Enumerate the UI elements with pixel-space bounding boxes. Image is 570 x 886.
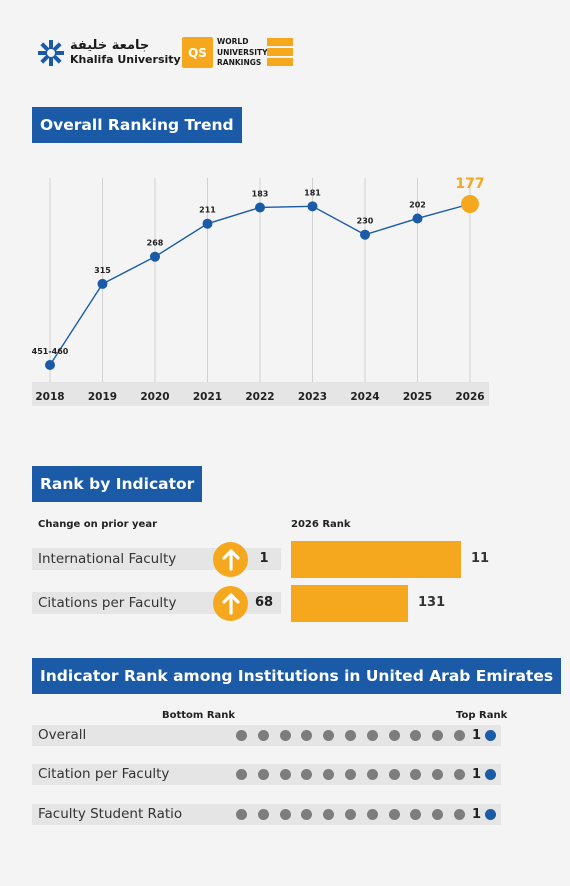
arrow-up-icon bbox=[213, 586, 248, 621]
rank-value: 11 bbox=[471, 551, 490, 566]
rank-dot bbox=[388, 769, 400, 780]
qs-line-1: WORLD bbox=[217, 37, 249, 46]
qs-badge: QS bbox=[182, 37, 213, 68]
rank-dot bbox=[366, 809, 378, 820]
data-label: 268 bbox=[147, 239, 164, 248]
rank-dot bbox=[410, 809, 422, 820]
rank-dot bbox=[257, 730, 269, 741]
rank-dot bbox=[323, 809, 335, 820]
rank-dot bbox=[454, 809, 465, 820]
khalifa-emblem-icon bbox=[38, 40, 64, 66]
rank-dot bbox=[388, 730, 400, 741]
change-value: 68 bbox=[254, 595, 274, 610]
data-label: 177 bbox=[455, 176, 484, 192]
rank-dot bbox=[323, 730, 335, 741]
change-header: Change on prior year bbox=[38, 519, 157, 530]
rank-dot bbox=[410, 730, 422, 741]
data-label: 183 bbox=[252, 189, 269, 198]
data-point bbox=[360, 229, 370, 240]
data-point bbox=[97, 278, 108, 289]
change-value: 1 bbox=[259, 551, 269, 566]
active-rank-dot bbox=[485, 809, 496, 820]
uae-rank-value: 1 bbox=[472, 807, 482, 822]
khalifa-university-logo: جامعة خليفة Khalifa University bbox=[38, 38, 181, 70]
indicator-label: Citations per Faculty bbox=[38, 595, 177, 611]
data-label: 230 bbox=[357, 217, 374, 226]
rank-dot bbox=[301, 809, 313, 820]
rank-dot bbox=[301, 769, 313, 780]
data-point bbox=[307, 201, 318, 212]
data-point bbox=[412, 213, 423, 224]
trend-heading: Overall Ranking Trend bbox=[32, 107, 242, 143]
x-tick-label: 2019 bbox=[88, 391, 117, 403]
data-label: 181 bbox=[304, 188, 321, 197]
x-tick-label: 2026 bbox=[455, 391, 484, 403]
rank-bar bbox=[291, 541, 461, 578]
x-tick-label: 2021 bbox=[193, 391, 222, 403]
active-rank-dot bbox=[485, 730, 496, 741]
rank-dot bbox=[323, 769, 335, 780]
highlight-point bbox=[461, 195, 479, 213]
rank-bar bbox=[291, 585, 408, 622]
university-name-arabic: جامعة خليفة bbox=[70, 38, 150, 53]
qs-line-2: UNIVERSITY bbox=[217, 47, 268, 57]
top-rank-label: Top Rank bbox=[456, 710, 508, 721]
data-point bbox=[150, 251, 160, 262]
rank-dot bbox=[366, 769, 378, 780]
x-tick-label: 2024 bbox=[350, 391, 379, 403]
uae-row-label: Overall bbox=[38, 727, 87, 743]
rank-dot bbox=[257, 809, 269, 820]
x-tick-label: 2025 bbox=[403, 391, 432, 403]
rank-dot bbox=[279, 730, 291, 741]
uae-row-label: Faculty Student Ratio bbox=[38, 806, 183, 822]
data-label: 315 bbox=[94, 266, 111, 275]
data-label: 451-460 bbox=[32, 347, 69, 356]
x-axis-band bbox=[32, 382, 489, 406]
rank-dot bbox=[454, 730, 465, 741]
rank-dot bbox=[301, 730, 313, 741]
uae-heading: Indicator Rank among Institutions in Uni… bbox=[32, 658, 562, 694]
university-name: Khalifa University bbox=[70, 53, 181, 66]
data-point bbox=[255, 202, 265, 213]
rank-dot bbox=[345, 809, 356, 820]
rank-dot bbox=[432, 809, 444, 820]
rank-dot bbox=[454, 769, 465, 780]
rank-dot bbox=[432, 730, 444, 741]
x-tick-label: 2023 bbox=[298, 391, 327, 403]
rank-dot bbox=[236, 730, 247, 741]
rank-dot bbox=[345, 730, 356, 741]
data-point bbox=[45, 360, 55, 370]
rank-header: 2026 Rank bbox=[291, 519, 351, 530]
rank-dot bbox=[257, 769, 269, 780]
qs-line-3: RANKINGS bbox=[217, 58, 262, 67]
indicator-label: International Faculty bbox=[38, 551, 177, 567]
rank-dot bbox=[410, 769, 422, 780]
uae-rank-value: 1 bbox=[472, 767, 482, 782]
data-label: 211 bbox=[199, 206, 216, 215]
x-tick-label: 2020 bbox=[140, 391, 169, 403]
x-tick-label: 2018 bbox=[35, 391, 64, 403]
x-tick-label: 2022 bbox=[245, 391, 274, 403]
rank-dot bbox=[432, 769, 444, 780]
rank-dot bbox=[345, 769, 356, 780]
data-label: 202 bbox=[409, 200, 426, 209]
rank-dot bbox=[279, 769, 291, 780]
rank-value: 131 bbox=[418, 595, 446, 610]
arrow-up-icon bbox=[213, 542, 248, 577]
rank-dot bbox=[236, 809, 247, 820]
ranking-trend-chart: 451-460 315 268 211 183 181 230 202 177 2018 2019… bbox=[32, 176, 489, 406]
rank-dot bbox=[236, 769, 247, 780]
rank-dot bbox=[366, 730, 378, 741]
uae-rank-value: 1 bbox=[472, 728, 482, 743]
bottom-rank-label: Bottom Rank bbox=[162, 710, 236, 721]
rank-dot bbox=[388, 809, 400, 820]
qs-wordmark: WORLD UNIVERSITY RANKINGS bbox=[217, 37, 268, 69]
indicator-heading: Rank by Indicator bbox=[32, 466, 203, 502]
uae-row-label: Citation per Faculty bbox=[38, 766, 170, 782]
data-point bbox=[202, 218, 213, 229]
qs-rankings-logo: QS WORLD UNIVERSITY RANKINGS bbox=[182, 37, 297, 69]
active-rank-dot bbox=[485, 769, 496, 780]
rank-dot bbox=[279, 809, 291, 820]
